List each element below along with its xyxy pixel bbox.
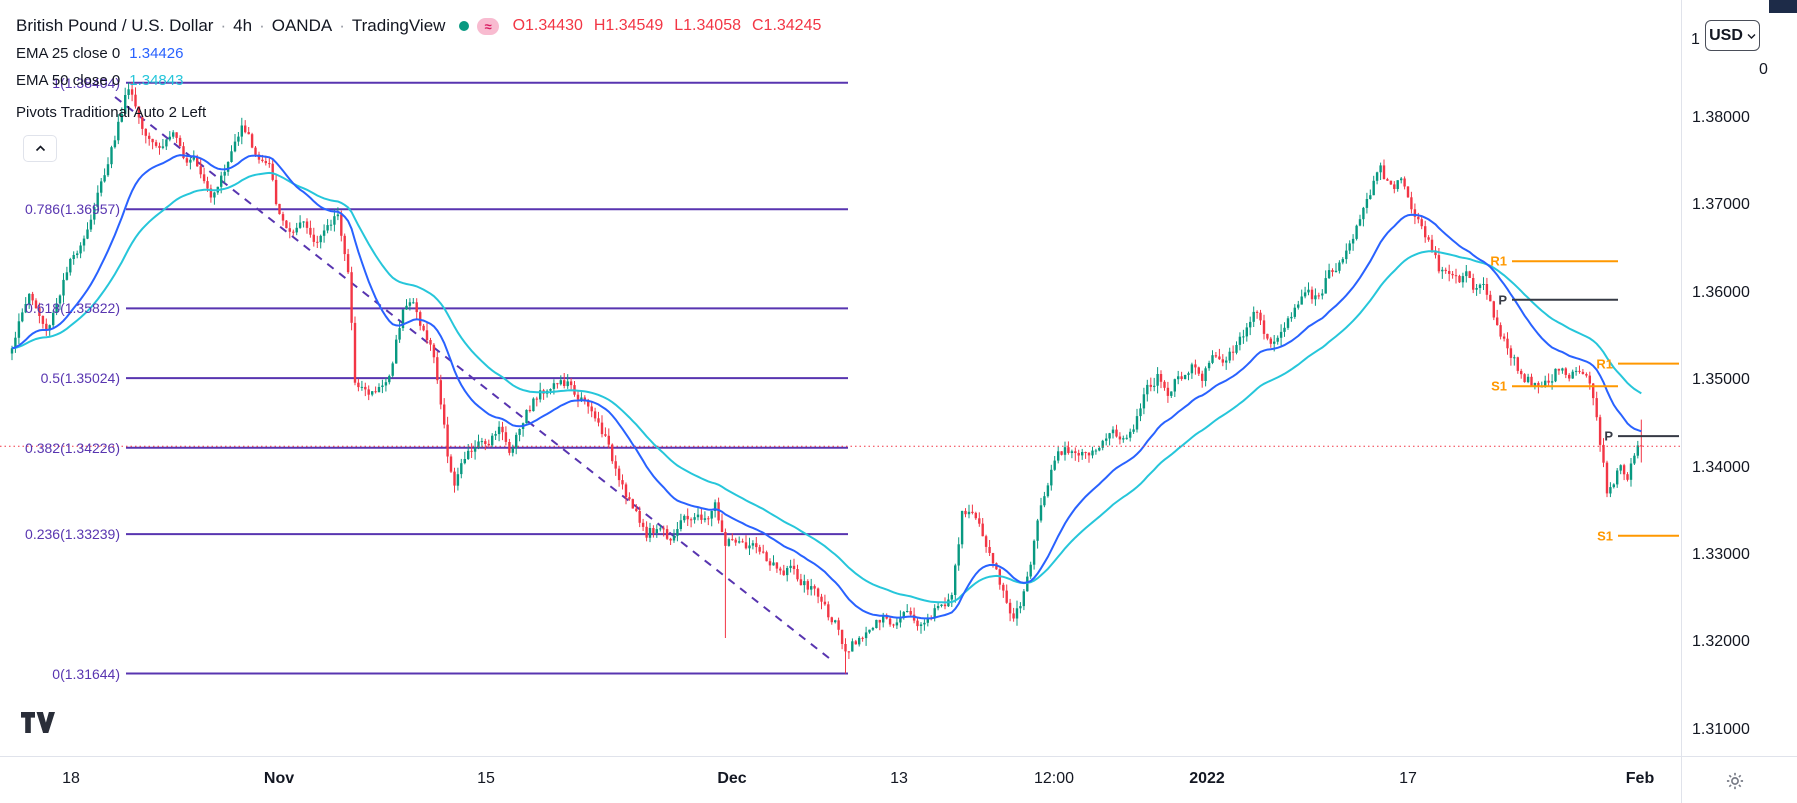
chevron-down-icon <box>1747 33 1756 39</box>
gear-icon <box>1726 772 1744 790</box>
indicator-label[interactable]: EMA 50 close 0 <box>16 72 121 89</box>
indicator-row-ema25[interactable]: EMA 25 close 0 1.34426 <box>16 40 821 67</box>
symbol-name[interactable]: British Pound / U.S. Dollar <box>16 16 214 35</box>
separator: · <box>339 16 345 35</box>
separator: · <box>259 16 265 35</box>
ohlc-open: O1.34430 <box>512 17 583 34</box>
ohlc-high: H1.34549 <box>593 17 664 34</box>
indicator-value: 1.34843 <box>129 72 184 89</box>
tradingview-logo[interactable] <box>21 712 55 738</box>
platform-label[interactable]: TradingView <box>351 16 446 35</box>
indicator-label[interactable]: Pivots Traditional Auto 2 Left <box>16 104 207 121</box>
browser-corner-fragment <box>1769 0 1797 13</box>
indicator-value: 1.34426 <box>129 45 184 62</box>
tradingview-logo-icon <box>21 712 55 733</box>
price-axis[interactable] <box>1682 0 1797 756</box>
ohlc-low: L1.34058 <box>674 17 741 34</box>
indicator-row-ema50[interactable]: EMA 50 close 0 1.34843 <box>16 67 821 94</box>
indicator-label[interactable]: EMA 25 close 0 <box>16 45 121 62</box>
settings-button[interactable] <box>1722 768 1748 794</box>
symbol-title-row: British Pound / U.S. Dollar · 4h · OANDA… <box>16 12 821 40</box>
ohlc-values: O1.34430 H1.34549 L1.34058 C1.34245 <box>513 17 822 35</box>
currency-label: USD <box>1709 26 1743 44</box>
legend-collapse-button[interactable] <box>23 135 57 162</box>
time-axis-border <box>0 756 1797 757</box>
currency-selector-button[interactable]: USD <box>1705 20 1760 51</box>
separator: · <box>220 16 227 35</box>
market-open-dot-icon[interactable] <box>459 21 470 31</box>
ohlc-close: C1.34245 <box>751 17 822 34</box>
chevron-up-icon <box>35 145 45 152</box>
indicator-row-pivots[interactable]: Pivots Traditional Auto 2 Left <box>16 99 821 126</box>
chart-legend: British Pound / U.S. Dollar · 4h · OANDA… <box>16 12 821 126</box>
price-axis-border <box>1681 0 1682 803</box>
approx-data-badge-icon[interactable]: ≈ <box>477 17 499 35</box>
exchange-label[interactable]: OANDA <box>271 16 333 35</box>
interval-label[interactable]: 4h <box>233 16 253 35</box>
time-axis[interactable] <box>0 757 1797 803</box>
